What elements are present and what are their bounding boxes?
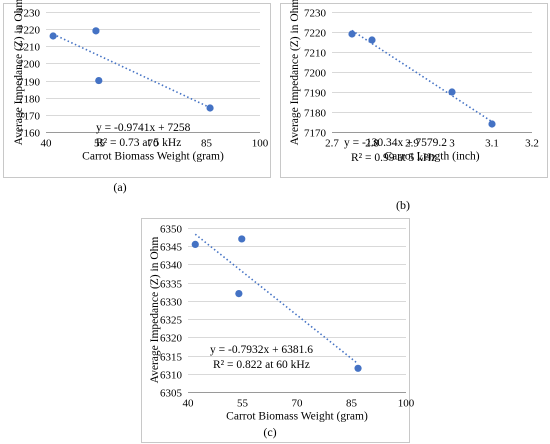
y-tick-label: 7170: [18, 111, 41, 123]
y-tick-label: 7220: [304, 28, 327, 40]
y-tick-label: 7210: [304, 48, 327, 60]
trendline-equation: y = -0.7932x + 6381.6: [210, 344, 313, 356]
y-tick-label: 6310: [160, 370, 183, 382]
x-axis-title: Carrot Biomass Weight (gram): [226, 411, 368, 423]
x-tick-label: 3.1: [485, 138, 499, 150]
y-tick-label: 6330: [160, 297, 183, 309]
x-tick-label: 100: [252, 138, 269, 150]
x-tick-label: 2.9: [405, 138, 419, 150]
r-squared-label: R² = 0.822 at 60 kHz: [213, 359, 310, 371]
y-tick-label: 7230: [304, 8, 327, 20]
y-tick-label: 7220: [18, 25, 41, 37]
x-tick-label: 85: [346, 398, 358, 410]
x-tick-label: 100: [398, 398, 415, 410]
panel-label: (a): [113, 180, 126, 194]
data-point: [235, 290, 243, 298]
y-tick-label: 7180: [304, 108, 327, 120]
y-tick-label: 7200: [18, 59, 41, 71]
y-tick-label: 6315: [160, 352, 183, 364]
y-tick-label: 6335: [160, 279, 183, 291]
r-squared-label: R² = 0.99 at 5 kHz: [351, 152, 436, 164]
r-squared-label: R² = 0.73 at 5 kHz: [96, 137, 181, 149]
data-point: [238, 235, 246, 243]
data-point: [191, 240, 199, 248]
y-tick-label: 7190: [18, 77, 41, 89]
y-tick-label: 7200: [304, 68, 327, 80]
panel-label: (c): [263, 425, 276, 439]
y-tick-label: 7190: [304, 88, 327, 100]
data-point: [49, 32, 57, 40]
y-tick-label: 7170: [304, 128, 327, 140]
data-point: [448, 88, 456, 96]
x-tick-label: 55: [94, 138, 106, 150]
y-axis-title: Average Impedance (Z) in Ohm: [149, 237, 161, 384]
data-point: [92, 27, 100, 35]
x-axis-title: Carrot Biomass Weight (gram): [82, 151, 224, 163]
data-point: [206, 104, 214, 112]
y-tick-label: 6350: [160, 224, 183, 236]
x-tick-label: 2.8: [365, 138, 379, 150]
panel-label: (b): [396, 198, 410, 212]
y-tick-label: 7210: [18, 42, 41, 54]
y-tick-label: 7160: [18, 128, 41, 140]
x-axis-title: Carrot Length (inch): [384, 151, 479, 163]
y-tick-label: 6345: [160, 242, 183, 254]
x-tick-label: 3: [449, 138, 455, 150]
y-tick-label: 7180: [18, 94, 41, 106]
trendline-equation: y = -0.9741x + 7258: [96, 122, 191, 134]
trendline: [52, 33, 211, 109]
x-tick-label: 70: [292, 398, 304, 410]
y-axis-title: Average Impedance (Z) in Ohm: [13, 0, 25, 145]
trendline: [194, 233, 359, 365]
y-tick-label: 6340: [160, 260, 183, 272]
x-tick-label: 40: [183, 398, 195, 410]
x-tick-label: 3.2: [525, 138, 539, 150]
x-tick-label: 55: [237, 398, 249, 410]
x-tick-label: 85: [201, 138, 213, 150]
y-tick-label: 6305: [160, 388, 183, 400]
data-point: [348, 30, 356, 38]
chart-panel-1: 7160 7170 7180 7190 7200 7210 7220 7230 40 55 70 85…: [3, 0, 271, 194]
chart-frame: [141, 218, 410, 443]
chart-frame: [280, 3, 548, 178]
trendline-equation: y = -130.34x + 7579.2: [344, 137, 447, 149]
y-tick-label: 6320: [160, 333, 183, 345]
chart-panel-2: 7170 7180 7190 7200 7210 7220 7230 2.7 2.8 2.9 3 3.…: [280, 0, 548, 212]
y-tick-label: 6325: [160, 315, 183, 327]
y-tick-label: 7230: [18, 8, 41, 20]
x-tick-label: 2.7: [325, 138, 339, 150]
chart-frame: [3, 3, 271, 178]
data-point: [368, 36, 376, 44]
chart-panel-3: 6305 6310 6315 6320 6325 6330 6335 6340 6345 6350…: [141, 218, 415, 443]
data-point: [488, 120, 496, 128]
data-point: [95, 76, 103, 85]
x-tick-label: 40: [41, 138, 53, 150]
trendline: [351, 29, 493, 123]
x-tick-label: 70: [148, 138, 160, 150]
data-point: [354, 364, 362, 372]
y-axis-title: Average Impedance (Z) in Ohm: [289, 0, 301, 145]
